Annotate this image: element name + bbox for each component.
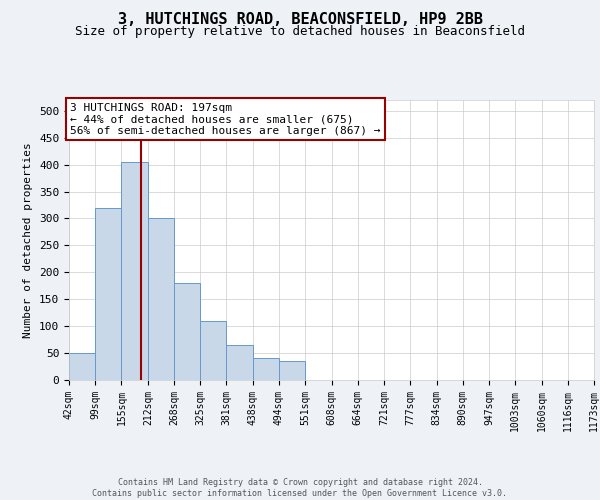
Text: Size of property relative to detached houses in Beaconsfield: Size of property relative to detached ho… [75, 25, 525, 38]
Y-axis label: Number of detached properties: Number of detached properties [23, 142, 34, 338]
Text: 3, HUTCHINGS ROAD, BEACONSFIELD, HP9 2BB: 3, HUTCHINGS ROAD, BEACONSFIELD, HP9 2BB [118, 12, 482, 28]
Bar [253, 358, 279, 380]
Bar [148, 218, 174, 380]
Text: 3 HUTCHINGS ROAD: 197sqm
← 44% of detached houses are smaller (675)
56% of semi-: 3 HUTCHINGS ROAD: 197sqm ← 44% of detach… [70, 103, 381, 136]
Text: Contains HM Land Registry data © Crown copyright and database right 2024.
Contai: Contains HM Land Registry data © Crown c… [92, 478, 508, 498]
Bar [279, 361, 305, 380]
Bar [226, 345, 253, 380]
Bar [200, 321, 226, 380]
Bar [69, 353, 95, 380]
Bar [121, 162, 148, 380]
Bar [174, 283, 200, 380]
Bar [95, 208, 121, 380]
